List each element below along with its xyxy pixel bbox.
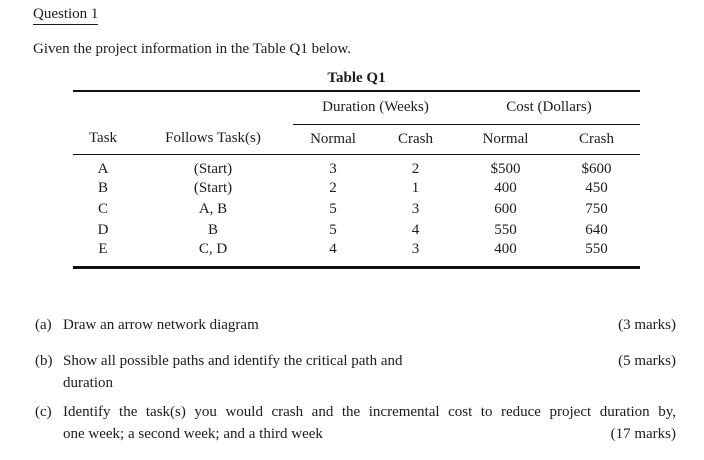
duration-crash-cell: 1 (411, 179, 420, 196)
duration-crash-cell: 3 (411, 200, 420, 217)
task-cell: A (97, 160, 109, 177)
question-c-marks: (17 marks) (610, 425, 676, 442)
group-header-cost: Cost (Dollars) (458, 91, 640, 125)
cost-crash-cell: $600 (581, 160, 612, 177)
table-q1-section: Table Q1 Duration (Weeks) Cost (Dollars)… (73, 70, 640, 269)
table-row-task-a: A (Start) 3 2 $500 $600 (73, 154, 640, 178)
question-a: (a) Draw an arrow network diagram (3 mar… (35, 314, 676, 336)
question-b-label: (b) (35, 352, 53, 369)
question-b-line-2: duration (63, 374, 113, 391)
duration-crash-cell: 2 (411, 160, 420, 177)
col-header-duration-crash: Crash (373, 124, 458, 155)
table-group-header-row: Duration (Weeks) Cost (Dollars) (73, 91, 640, 125)
table-row-task-c: C A, B 5 3 600 750 (73, 199, 640, 220)
duration-crash-cell: 3 (411, 240, 420, 257)
cost-normal-cell: 400 (494, 179, 517, 196)
question-a-line-1: Draw an arrow network diagram (63, 316, 259, 333)
intro-text: Given the project information in the Tab… (33, 41, 352, 57)
cost-crash-cell: 640 (585, 221, 608, 238)
col-header-follows: Follows Task(s) (133, 124, 293, 155)
task-cell: E (98, 240, 108, 257)
question-b-line-1: Show all possible paths and identify the… (63, 352, 403, 369)
duration-normal-cell: 3 (329, 160, 337, 177)
task-cell: C (97, 200, 108, 217)
col-header-duration-normal: Normal (293, 124, 373, 155)
question-b: (b) Show all possible paths and identify… (35, 350, 676, 394)
follows-cell: A, B (198, 200, 228, 217)
follows-cell: (Start) (193, 179, 233, 196)
duration-normal-cell: 5 (329, 200, 337, 217)
group-header-spacer (73, 91, 293, 124)
question-b-text: Show all possible paths and identify the… (63, 350, 618, 394)
question-c-text: Identify the task(s) you would crash and… (63, 401, 676, 445)
task-cell: B (97, 179, 108, 196)
col-header-cost-normal: Normal (458, 124, 553, 155)
cost-normal-cell: 400 (494, 240, 517, 257)
duration-normal-cell: 2 (329, 179, 337, 196)
question-c: (c) Identify the task(s) you would crash… (35, 401, 676, 445)
table-caption: Table Q1 (327, 70, 386, 86)
follows-cell: (Start) (193, 160, 233, 177)
duration-crash-cell: 4 (411, 221, 420, 238)
duration-normal-cell: 5 (329, 221, 337, 238)
question-c-line-2-text: one week; a second week; and a third wee… (63, 425, 323, 442)
task-cell: D (97, 221, 109, 238)
cost-normal-cell: 550 (494, 221, 517, 238)
follows-cell: C, D (198, 240, 228, 257)
question-heading: Question 1 (33, 6, 99, 25)
cost-normal-cell: 600 (494, 200, 517, 217)
duration-normal-cell: 4 (329, 240, 337, 257)
question-a-label: (a) (35, 316, 52, 333)
cost-crash-cell: 750 (585, 200, 608, 217)
table-row-task-b: B (Start) 2 1 400 450 (73, 178, 640, 199)
col-header-task: Task (73, 124, 133, 155)
question-c-line-2: one week; a second week; and a third wee… (63, 423, 676, 445)
follows-cell: B (207, 221, 218, 238)
question-a-marks: (3 marks) (618, 316, 676, 333)
group-header-duration: Duration (Weeks) (293, 91, 458, 125)
question-c-line-1: Identify the task(s) you would crash and… (63, 403, 676, 420)
questions-section: (a) Draw an arrow network diagram (3 mar… (35, 314, 676, 445)
col-header-cost-crash: Crash (553, 124, 640, 155)
question-a-text: Draw an arrow network diagram (63, 314, 618, 336)
question-b-marks: (5 marks) (618, 352, 676, 369)
cost-crash-cell: 550 (585, 240, 608, 257)
table-row-task-d: D B 5 4 550 640 (73, 220, 640, 241)
table-row-task-e: E C, D 4 3 400 550 (73, 241, 640, 268)
project-table: Duration (Weeks) Cost (Dollars) Task Fol… (73, 90, 640, 269)
cost-crash-cell: 450 (585, 179, 608, 196)
cost-normal-cell: $500 (490, 160, 521, 177)
question-c-label: (c) (35, 403, 52, 420)
table-column-header-row: Task Follows Task(s) Normal Crash Normal… (73, 124, 640, 155)
